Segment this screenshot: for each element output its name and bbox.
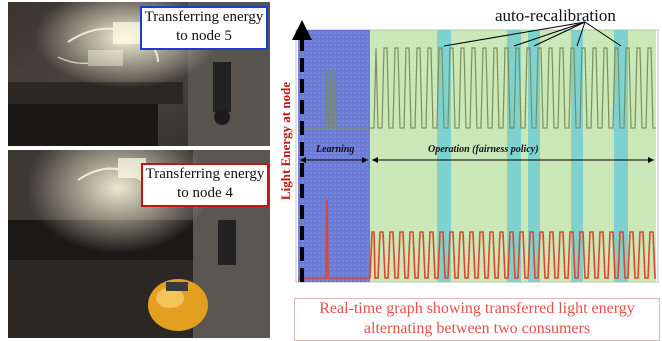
figure-caption: Real-time graph showing transferred ligh… — [294, 298, 660, 341]
caption-line1: Real-time graph showing transferred ligh… — [319, 300, 635, 317]
energy-graph — [270, 0, 662, 290]
y-axis-label: Light Energy at node — [278, 81, 293, 200]
learning-label: Learning — [316, 144, 355, 155]
callout-node5-text: Transferring energy to node 5 — [144, 9, 264, 44]
node5-trace — [298, 47, 656, 129]
callout-node4: Transferring energy to node 4 — [141, 163, 269, 207]
recalibration-pointers — [443, 21, 622, 47]
callout-node5: Transferring energy to node 5 — [140, 6, 268, 50]
callout-node4-text: Transferring energy to node 4 — [145, 166, 265, 201]
node4-trace — [298, 199, 656, 279]
energy-graph-svg — [292, 20, 659, 283]
caption-line2: alternating between two consumers — [363, 320, 591, 337]
recalibration-band — [571, 30, 583, 282]
recalibration-band — [437, 30, 451, 282]
operation-label: Operation (fairness policy) — [428, 144, 539, 155]
y-axis-arrowhead — [292, 20, 312, 40]
recalibration-band — [507, 30, 521, 282]
recalibration-label: auto-recalibration — [495, 6, 616, 25]
